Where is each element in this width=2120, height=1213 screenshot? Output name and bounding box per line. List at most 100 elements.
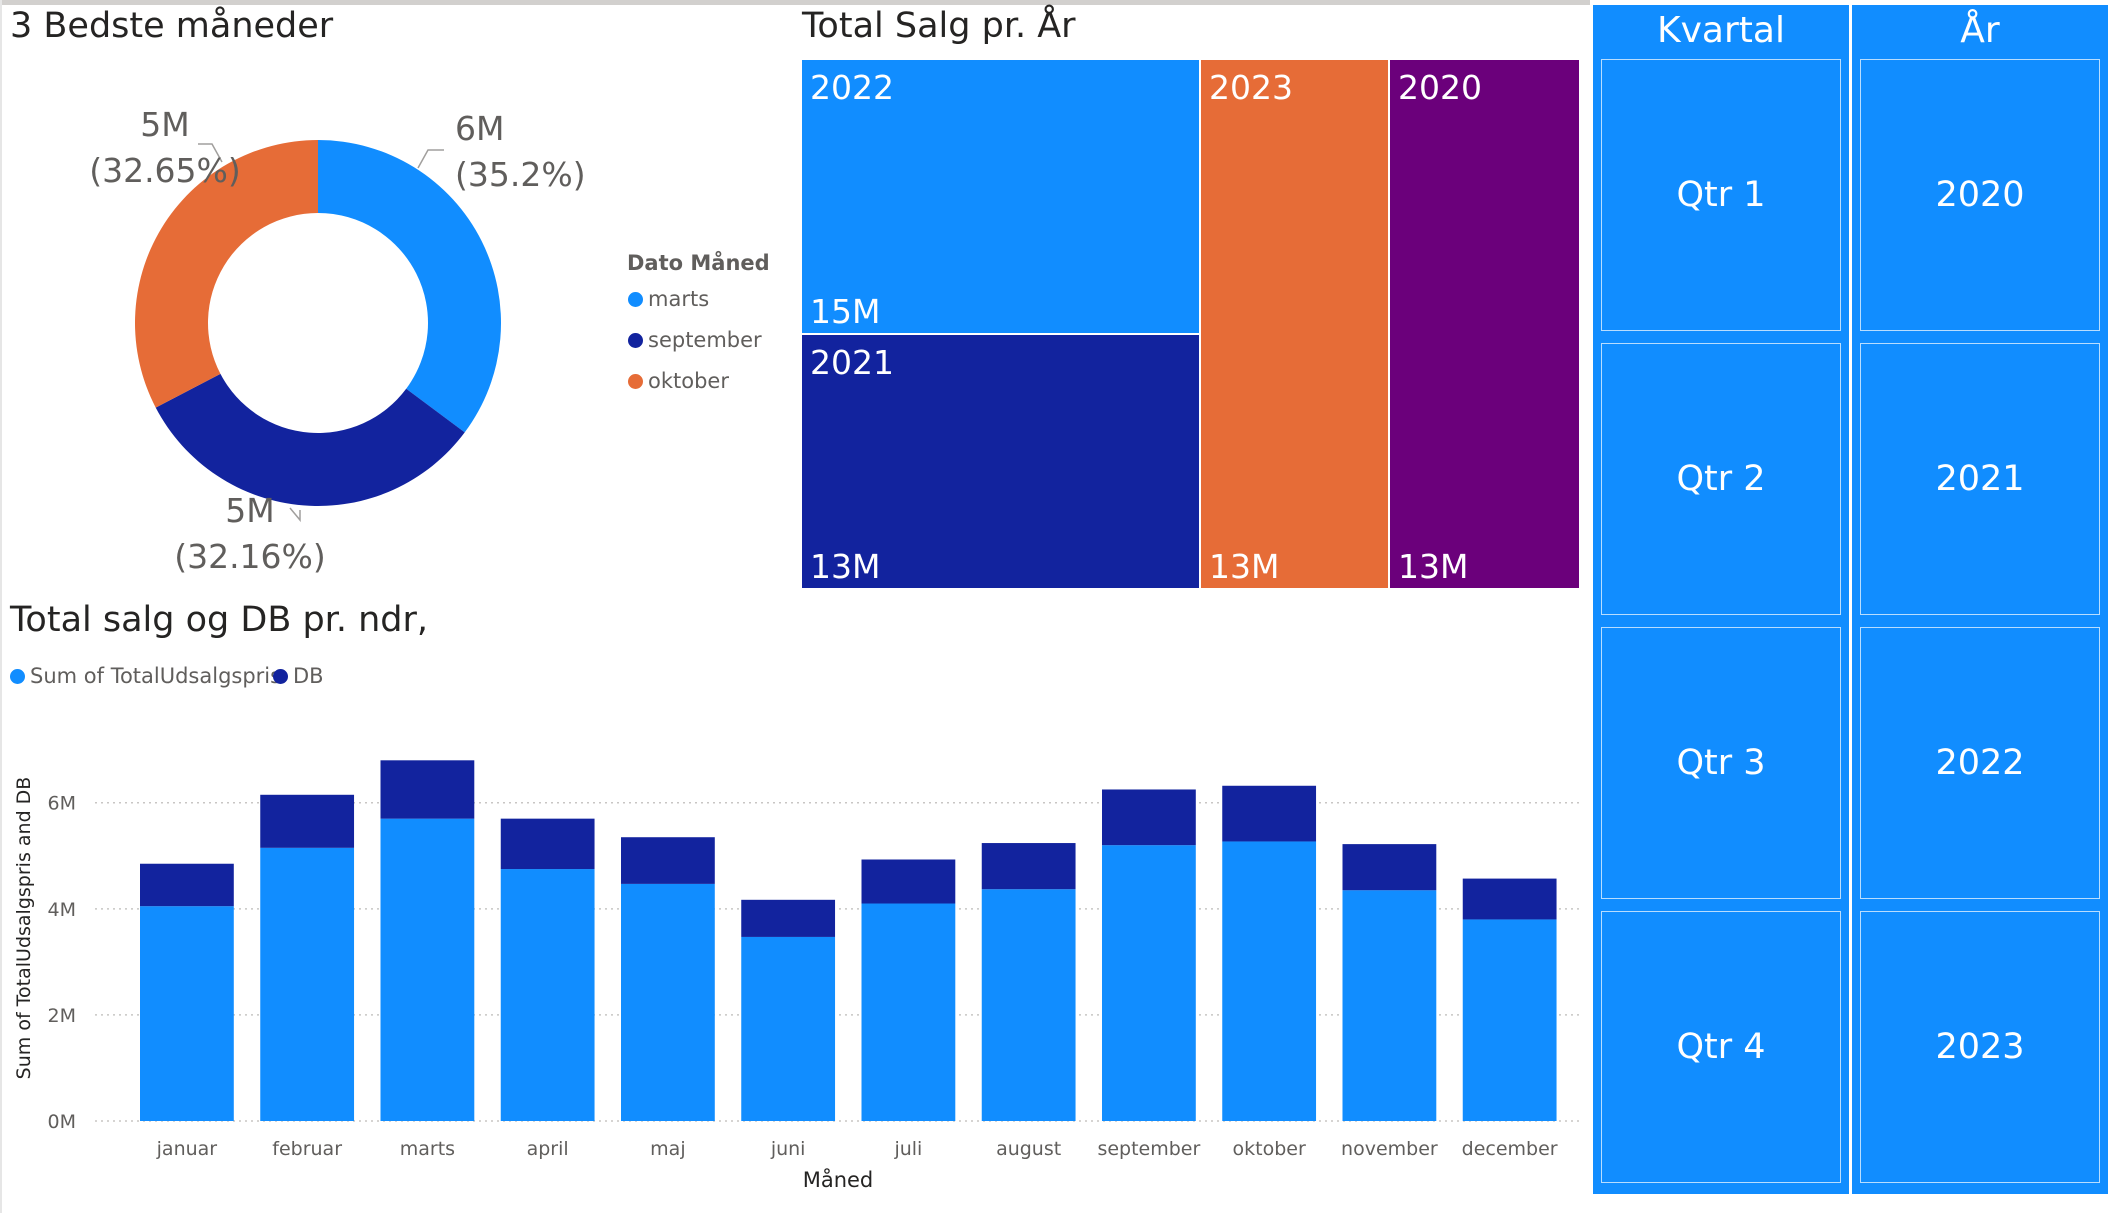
tile-value: 15M: [810, 292, 881, 331]
bar-chart[interactable]: 0M 2M 4M 6M januar februar marts april maj juni ju…: [0, 590, 1590, 1213]
legend-item-marts[interactable]: marts: [628, 287, 709, 311]
y-tick-label: 6M: [48, 793, 76, 815]
bar-januar-db[interactable]: [140, 863, 234, 907]
donut-leader-line: [198, 143, 223, 163]
donut-data-label-value: 5M: [225, 491, 274, 530]
legend-dot: [628, 292, 643, 307]
tile-year: 2023: [1209, 68, 1293, 107]
x-tick-label: marts: [400, 1138, 455, 1160]
aar-slicer-title: År: [1960, 10, 2000, 51]
x-tick-label: juni: [770, 1138, 806, 1160]
bar-juli-db[interactable]: [861, 859, 956, 904]
bar-august-sum-of-totaludsalgspris[interactable]: [981, 889, 1076, 1121]
treemap-tile-2022[interactable]: 2022 15M: [800, 58, 1201, 335]
bar-juli-sum-of-totaludsalgspris[interactable]: [861, 903, 956, 1121]
bar-februar-db[interactable]: [260, 794, 355, 848]
legend-dot: [10, 669, 25, 684]
tile-year: 2022: [810, 68, 894, 107]
x-tick-label: september: [1097, 1138, 1200, 1160]
tile-value: 13M: [810, 547, 881, 586]
x-tick-label: februar: [272, 1138, 342, 1160]
donut-leader-line: [289, 507, 301, 523]
legend-dot: [628, 374, 643, 389]
donut-chart[interactable]: 6M (35.2%) 5M (32.16%) 5M (32.65%): [0, 0, 790, 590]
donut-slice-september[interactable]: [155, 373, 465, 506]
legend-label: oktober: [648, 369, 729, 393]
aar-slicer[interactable]: År 2020 2021 2022 2023: [1852, 5, 2108, 1194]
bar-april-sum-of-totaludsalgspris[interactable]: [500, 869, 595, 1121]
tile-value: 13M: [1398, 547, 1469, 586]
kvartal-slicer[interactable]: Kvartal Qtr 1 Qtr 2 Qtr 3 Qtr 4: [1593, 5, 1849, 1194]
treemap-tile-2023[interactable]: 2023 13M: [1199, 58, 1390, 590]
legend-item-db[interactable]: DB: [273, 664, 324, 688]
bar-november-sum-of-totaludsalgspris[interactable]: [1342, 890, 1437, 1121]
slicer-item-qtr-4[interactable]: Qtr 4: [1601, 911, 1841, 1183]
bar-august-db[interactable]: [981, 843, 1076, 890]
bar-oktober-sum-of-totaludsalgspris[interactable]: [1222, 841, 1317, 1121]
y-tick-label: 4M: [48, 899, 76, 921]
kvartal-slicer-title: Kvartal: [1657, 10, 1785, 51]
tile-value: 13M: [1209, 547, 1280, 586]
slicer-item-2020[interactable]: 2020: [1860, 59, 2100, 331]
top-border: [0, 0, 1590, 5]
legend-item-totaludsalgspris[interactable]: Sum of TotalUdsalgspris: [10, 664, 281, 688]
donut-chart-visual[interactable]: 3 Bedste måneder 6M (35.2%) 5M (32.16%) 5M (3…: [0, 0, 790, 590]
donut-slice-oktober[interactable]: [134, 140, 318, 408]
donut-data-label-percent: (35.2%): [455, 155, 586, 194]
bar-april-db[interactable]: [500, 818, 595, 870]
donut-legend-title: Dato Måned: [627, 251, 770, 275]
y-axis-title: Sum of TotalUdsalgspris and DB: [13, 777, 35, 1080]
x-tick-label: oktober: [1233, 1138, 1306, 1160]
x-tick-label: december: [1462, 1138, 1558, 1160]
x-tick-label: maj: [650, 1138, 685, 1160]
slicer-item-2021[interactable]: 2021: [1860, 343, 2100, 615]
treemap-title: Total Salg pr. År: [802, 6, 1076, 46]
tile-year: 2020: [1398, 68, 1482, 107]
legend-dot: [273, 669, 288, 684]
legend-label: DB: [293, 664, 324, 688]
bar-december-db[interactable]: [1462, 878, 1557, 920]
bar-juni-db[interactable]: [741, 899, 836, 937]
slicer-item-qtr-1[interactable]: Qtr 1: [1601, 59, 1841, 331]
slicer-divider: [1849, 5, 1852, 1194]
legend-item-oktober[interactable]: oktober: [628, 369, 729, 393]
slicer-item-qtr-3[interactable]: Qtr 3: [1601, 627, 1841, 899]
bar-februar-sum-of-totaludsalgspris[interactable]: [260, 847, 355, 1121]
treemap-visual[interactable]: Total Salg pr. År 2022 15M 2021 13M 2023…: [790, 0, 1590, 600]
donut-slice-marts[interactable]: [318, 140, 501, 433]
donut-data-label-percent: (32.16%): [174, 537, 326, 576]
bar-maj-sum-of-totaludsalgspris[interactable]: [621, 883, 715, 1121]
slicer-item-2022[interactable]: 2022: [1860, 627, 2100, 899]
bar-september-db[interactable]: [1102, 789, 1196, 846]
bar-marts-db[interactable]: [380, 760, 475, 819]
donut-data-label-value: 5M: [140, 105, 189, 144]
treemap-tile-2021[interactable]: 2021 13M: [800, 333, 1201, 590]
donut-data-label-value: 6M: [455, 109, 504, 148]
donut-leader-line: [417, 149, 444, 169]
legend-label: marts: [648, 287, 710, 311]
legend-item-september[interactable]: september: [628, 328, 762, 352]
y-tick-label: 2M: [48, 1005, 76, 1027]
treemap-tile-2020[interactable]: 2020 13M: [1388, 58, 1581, 590]
slicer-item-2023[interactable]: 2023: [1860, 911, 2100, 1183]
bar-maj-db[interactable]: [621, 837, 715, 884]
bar-marts-sum-of-totaludsalgspris[interactable]: [380, 818, 475, 1121]
bar-december-sum-of-totaludsalgspris[interactable]: [1462, 919, 1557, 1121]
donut-data-label-percent: (32.65%): [89, 151, 241, 190]
bar-september-sum-of-totaludsalgspris[interactable]: [1102, 845, 1196, 1121]
x-tick-label: august: [996, 1138, 1061, 1160]
bar-januar-sum-of-totaludsalgspris[interactable]: [140, 906, 234, 1121]
bar-juni-sum-of-totaludsalgspris[interactable]: [741, 936, 836, 1121]
bar-oktober-db[interactable]: [1222, 785, 1317, 842]
bar-chart-visual[interactable]: Total salg og DB pr. ndr, Sum of TotalUd…: [0, 590, 1590, 1213]
donut-title: 3 Bedste måneder: [10, 6, 334, 46]
slicer-item-qtr-2[interactable]: Qtr 2: [1601, 343, 1841, 615]
x-tick-label: april: [527, 1138, 569, 1160]
x-tick-label: januar: [156, 1138, 218, 1160]
y-tick-label: 0M: [48, 1111, 76, 1133]
bar-chart-title: Total salg og DB pr. ndr,: [10, 600, 429, 640]
bar-november-db[interactable]: [1342, 844, 1437, 891]
x-tick-label: juli: [893, 1138, 922, 1160]
legend-dot: [628, 333, 643, 348]
left-border: [0, 0, 2, 1213]
